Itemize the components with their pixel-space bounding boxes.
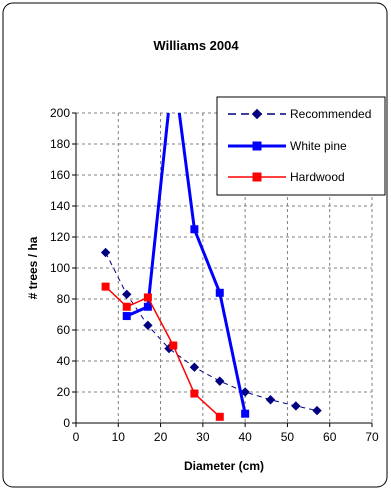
legend-marker-white-pine — [252, 141, 262, 151]
data-point-recommended — [265, 395, 276, 405]
series-recommended — [100, 247, 322, 416]
y-tick-label: 0 — [63, 416, 70, 430]
legend-label-recommended: Recommended — [290, 107, 371, 121]
x-tick-label: 70 — [365, 430, 379, 444]
legend-entry-white-pine: White pine — [228, 139, 347, 153]
chart-title: Williams 2004 — [153, 38, 239, 53]
data-point-hardwood — [215, 412, 224, 421]
y-tick-label: 180 — [50, 137, 70, 151]
legend-entry-hardwood: Hardwood — [228, 170, 345, 184]
data-point-hardwood — [190, 389, 199, 398]
x-tick-label: 10 — [112, 430, 126, 444]
data-point-white-pine — [241, 409, 250, 418]
data-point-white-pine — [143, 302, 152, 311]
x-tick-label: 50 — [281, 430, 295, 444]
legend-label-hardwood: Hardwood — [290, 170, 345, 184]
legend-label-white-pine: White pine — [290, 139, 347, 153]
y-tick-label: 120 — [50, 230, 70, 244]
data-point-recommended — [143, 320, 153, 331]
y-tick-label: 20 — [57, 385, 71, 399]
x-tick-label: 60 — [323, 430, 337, 444]
x-tick-label: 40 — [238, 430, 252, 444]
legend-entry-recommended: Recommended — [228, 107, 371, 121]
series-hardwood — [101, 282, 224, 421]
y-tick-label: 100 — [50, 261, 70, 275]
x-tick-label: 0 — [73, 430, 80, 444]
legend-marker-recommended — [251, 108, 263, 120]
y-tick-label: 60 — [57, 323, 71, 337]
data-point-white-pine — [215, 288, 224, 297]
axes: 0 10 20 30 40 50 60 70 0 20 40 60 80 100 120 140 160 180 2… — [50, 106, 379, 444]
data-point-white-pine — [122, 312, 131, 321]
series-white-pine — [122, 113, 250, 418]
data-point-recommended — [312, 405, 322, 416]
x-axis-title: Diameter (cm) — [184, 459, 264, 473]
legend-marker-hardwood — [252, 172, 262, 182]
y-axis-title: # trees / ha — [26, 236, 40, 299]
data-point-hardwood — [143, 293, 152, 302]
y-tick-label: 80 — [57, 292, 71, 306]
data-point-recommended — [215, 376, 225, 386]
data-point-recommended — [291, 401, 301, 411]
x-tick-label: 30 — [196, 430, 210, 444]
y-tick-label: 140 — [50, 199, 70, 213]
data-point-recommended — [100, 247, 111, 258]
data-point-hardwood — [101, 282, 110, 291]
data-point-recommended — [189, 362, 200, 372]
data-point-white-pine — [190, 225, 199, 234]
data-point-recommended — [240, 387, 250, 397]
series-layer — [100, 113, 322, 421]
y-tick-label: 200 — [50, 106, 70, 120]
legend: Recommended White pine Hardwood — [216, 96, 386, 196]
y-tick-label: 40 — [57, 354, 71, 368]
y-tick-label: 160 — [50, 168, 70, 182]
x-tick-label: 20 — [154, 430, 168, 444]
data-point-hardwood — [122, 302, 131, 311]
data-point-recommended — [122, 289, 132, 300]
data-point-hardwood — [169, 341, 178, 350]
